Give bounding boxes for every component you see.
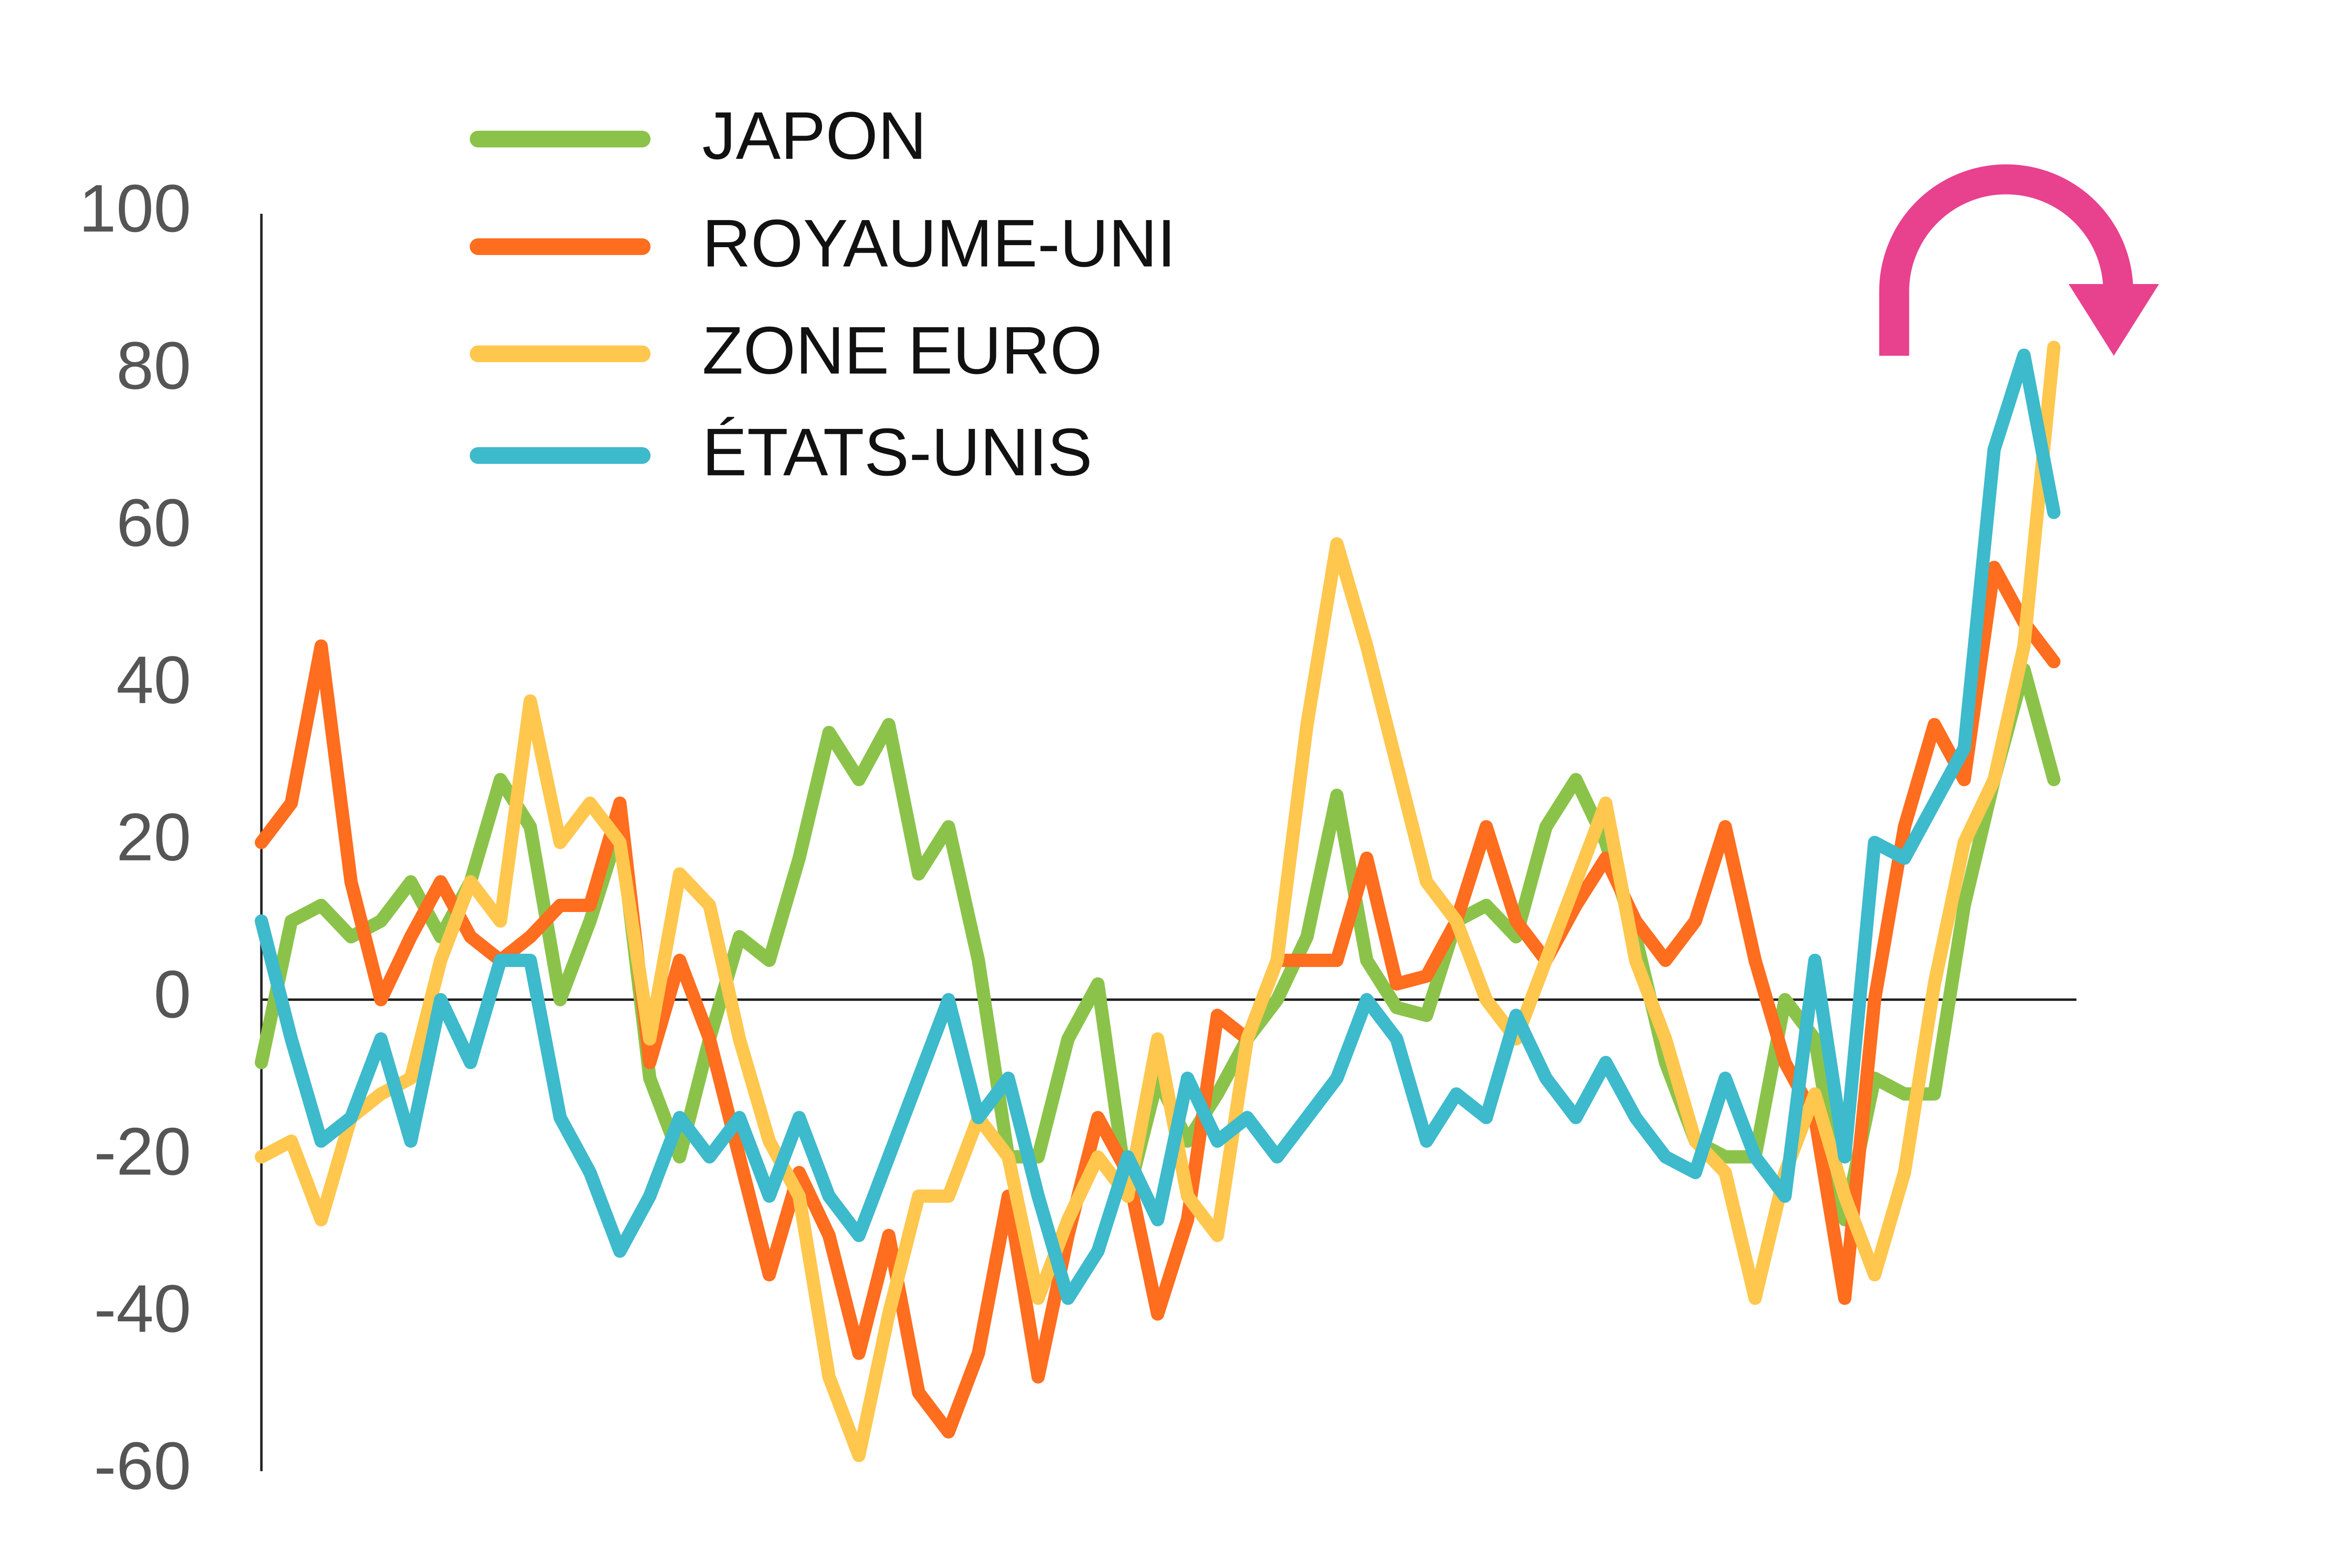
y-tick-label: 100 [79,171,191,246]
series-line [255,348,2061,1305]
arrow-arc [1879,164,2133,356]
y-tick-label: 20 [116,800,191,875]
turn-arrow [1879,164,2159,356]
y-tick-label: 80 [116,328,191,403]
series-line [255,341,2061,1462]
legend-label: ZONE EURO [702,313,1102,388]
series-line [255,561,2061,1439]
y-tick-label: -60 [94,1428,191,1504]
y-tick-label: -40 [94,1271,191,1346]
y-tick-label: 0 [154,957,191,1032]
legend-label: ÉTATS-UNIS [702,415,1092,490]
y-tick-label: -20 [94,1114,191,1189]
arrow-head [2069,284,2159,356]
legend-label: JAPON [702,98,927,173]
y-tick-label: 60 [116,485,191,561]
legend-label: ROYAUME-UNI [702,206,1176,281]
y-tick-label: 40 [116,643,191,718]
